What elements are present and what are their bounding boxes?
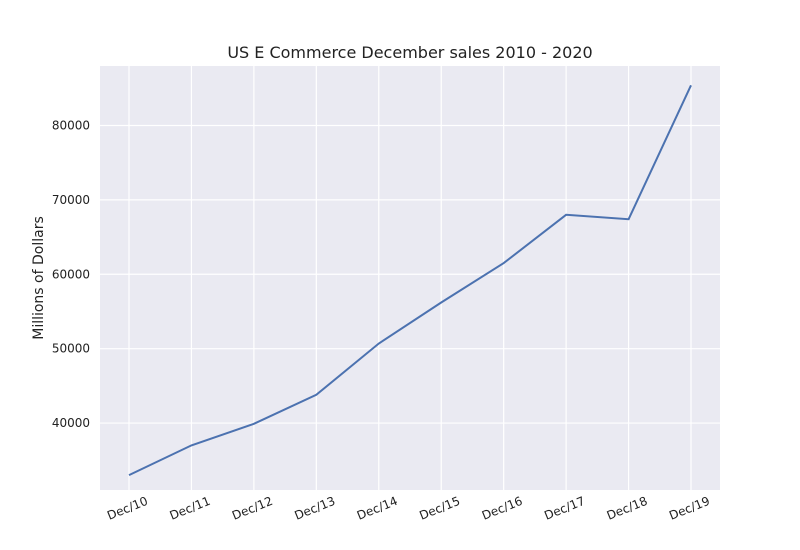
data-point <box>689 83 693 87</box>
data-point <box>564 213 568 217</box>
y-tick-labels: 40000 50000 60000 70000 80000 <box>52 119 90 431</box>
data-point <box>627 217 631 221</box>
x-tick-labels: Dec/10 Dec/11 Dec/12 Dec/13 Dec/14 Dec/15 Dec/… <box>105 494 712 523</box>
y-tick-label: 70000 <box>52 193 90 207</box>
y-tick-label: 50000 <box>52 342 90 356</box>
x-tick-label: Dec/11 <box>168 494 213 523</box>
plot-area <box>100 66 720 490</box>
series-line <box>128 84 692 477</box>
x-tick-label: Dec/19 <box>667 494 712 523</box>
data-point <box>439 301 443 305</box>
data-point <box>189 443 193 447</box>
grid-lines <box>100 66 720 490</box>
data-point <box>127 473 131 477</box>
x-tick-label: Dec/14 <box>355 494 400 523</box>
chart-title: US E Commerce December sales 2010 - 2020 <box>227 43 592 62</box>
x-tick-label: Dec/12 <box>230 494 275 523</box>
data-point <box>314 393 318 397</box>
data-point <box>502 261 506 265</box>
y-axis-label: Millions of Dollars <box>31 216 47 340</box>
y-tick-label: 60000 <box>52 267 90 281</box>
x-tick-label: Dec/16 <box>480 494 525 523</box>
data-point <box>252 422 256 426</box>
y-tick-label: 80000 <box>52 119 90 133</box>
x-tick-label: Dec/13 <box>292 494 337 523</box>
x-tick-label: Dec/10 <box>105 494 150 523</box>
y-tick-label: 40000 <box>52 416 90 430</box>
x-tick-label: Dec/15 <box>417 494 462 523</box>
data-point <box>377 341 381 345</box>
x-tick-label: Dec/17 <box>542 494 587 523</box>
x-tick-label: Dec/18 <box>605 494 650 523</box>
